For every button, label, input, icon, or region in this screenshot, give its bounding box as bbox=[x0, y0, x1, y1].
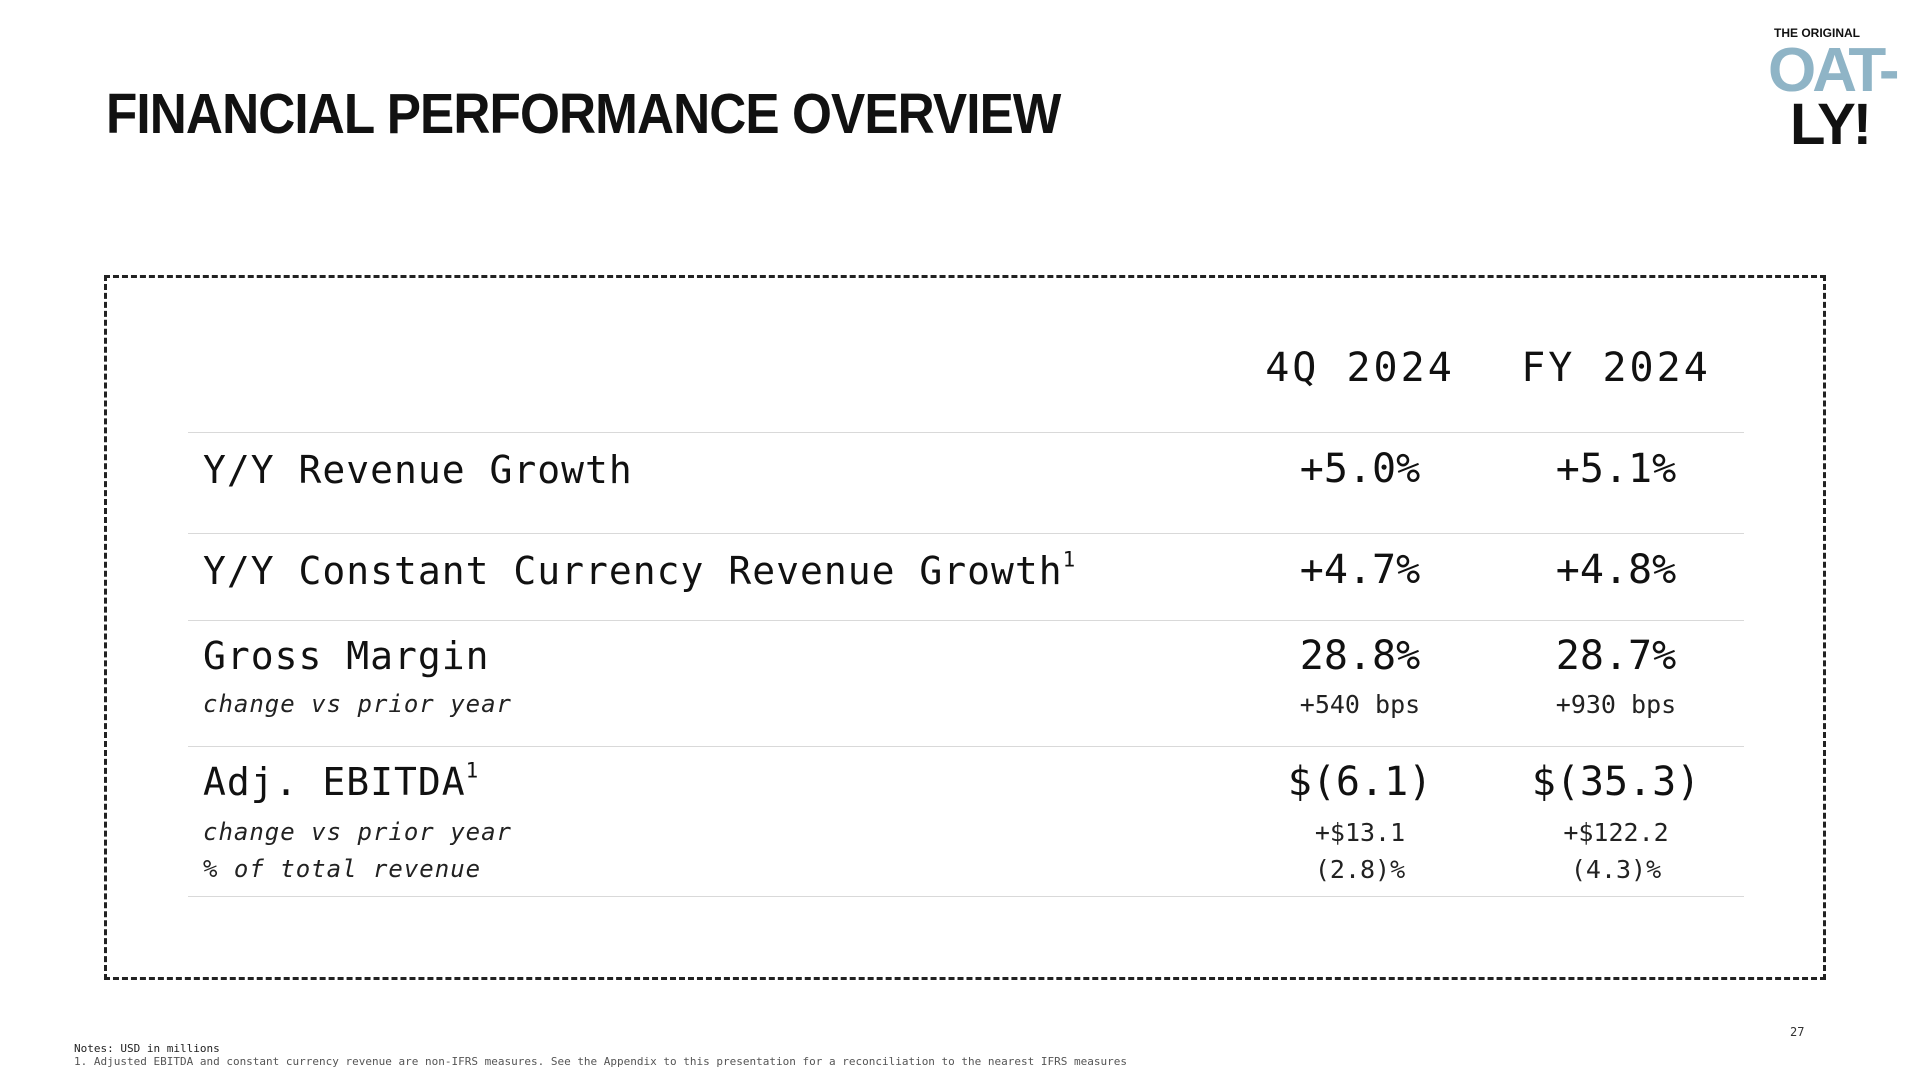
sub-label-gm-change: change vs prior year bbox=[203, 690, 512, 718]
footnotes: Notes: USD in millions 1. Adjusted EBITD… bbox=[74, 1042, 1127, 1068]
logo-line2: LY! bbox=[1790, 92, 1872, 157]
value-cc-revenue-growth-fy: +4.8% bbox=[1555, 547, 1677, 593]
row-label-cc-revenue-growth: Y/Y Constant Currency Revenue Growth1 bbox=[203, 547, 1077, 593]
sub-label-ebitda-change: change vs prior year bbox=[203, 818, 512, 846]
value-cc-revenue-growth-4q: +4.7% bbox=[1299, 547, 1421, 593]
footnote-marker: 1 bbox=[1062, 547, 1077, 572]
row-divider bbox=[188, 896, 1744, 897]
value-gm-change-fy: +930 bps bbox=[1555, 690, 1677, 719]
value-ebitda-pct-4q: (2.8)% bbox=[1314, 855, 1406, 884]
row-label-revenue-growth: Y/Y Revenue Growth bbox=[203, 448, 633, 492]
value-gross-margin-4q: 28.8% bbox=[1299, 633, 1421, 679]
table-frame bbox=[104, 275, 1826, 980]
value-ebitda-change-4q: +$13.1 bbox=[1314, 818, 1406, 847]
logo-line1: OAT- bbox=[1768, 36, 1899, 105]
row-divider bbox=[188, 432, 1744, 433]
row-divider bbox=[188, 533, 1744, 534]
page-title: FINANCIAL PERFORMANCE OVERVIEW bbox=[106, 82, 1061, 146]
value-gm-change-4q: +540 bps bbox=[1299, 690, 1421, 719]
logo-tagline: THE ORIGINAL bbox=[1774, 26, 1860, 40]
value-ebitda-pct-fy: (4.3)% bbox=[1570, 855, 1662, 884]
row-divider bbox=[188, 746, 1744, 747]
note-non-ifrs: 1. Adjusted EBITDA and constant currency… bbox=[74, 1055, 1127, 1068]
page-number: 27 bbox=[1790, 1025, 1805, 1039]
sub-label-ebitda-pct-revenue: % of total revenue bbox=[203, 855, 482, 883]
note-units: Notes: USD in millions bbox=[74, 1042, 220, 1055]
footnote-marker: 1 bbox=[465, 758, 480, 783]
value-gross-margin-fy: 28.7% bbox=[1555, 633, 1677, 679]
column-header-4q: 4Q 2024 bbox=[1265, 345, 1455, 391]
value-revenue-growth-fy: +5.1% bbox=[1555, 446, 1677, 492]
row-label-adj-ebitda: Adj. EBITDA1 bbox=[203, 758, 480, 804]
value-adj-ebitda-4q: $(6.1) bbox=[1287, 759, 1433, 805]
value-ebitda-change-fy: +$122.2 bbox=[1563, 818, 1669, 847]
oatly-logo: THE ORIGINAL OAT- LY! bbox=[1766, 22, 1902, 157]
row-label-gross-margin: Gross Margin bbox=[203, 634, 490, 678]
row-divider bbox=[188, 620, 1744, 621]
value-revenue-growth-4q: +5.0% bbox=[1299, 446, 1421, 492]
value-adj-ebitda-fy: $(35.3) bbox=[1531, 759, 1701, 805]
column-header-fy: FY 2024 bbox=[1521, 345, 1711, 391]
